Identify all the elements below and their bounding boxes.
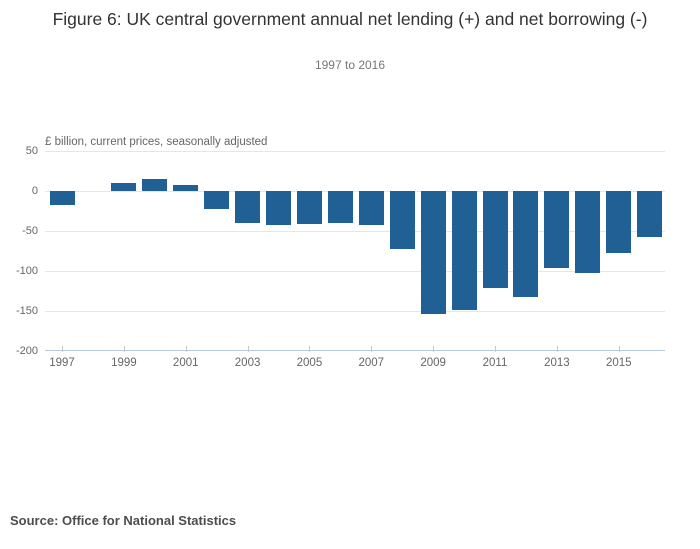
bar-2005 <box>296 191 322 224</box>
bar-2013 <box>544 191 570 268</box>
y-axis-label--100: -100 <box>15 265 38 277</box>
bar-2012 <box>513 191 539 297</box>
x-tick-2007 <box>371 346 373 352</box>
bar-2008 <box>389 191 415 249</box>
bar-2011 <box>482 191 508 288</box>
bar-2003 <box>235 191 261 223</box>
bar-2009 <box>420 191 446 315</box>
gridline--150 <box>45 311 665 312</box>
x-tick-1999 <box>123 346 125 352</box>
bar-2001 <box>173 185 199 191</box>
bar-2016 <box>637 191 663 237</box>
bar-2006 <box>327 191 353 223</box>
plot-area <box>45 151 665 351</box>
gridline-50 <box>45 151 665 152</box>
x-tick-2009 <box>433 346 435 352</box>
x-tick-2003 <box>247 346 249 352</box>
gridline--100 <box>45 271 665 272</box>
x-tick-2015 <box>618 346 620 352</box>
x-axis-label-2013: 2013 <box>544 357 570 369</box>
chart-subtitle: 1997 to 2016 <box>314 58 386 72</box>
bar-2014 <box>575 191 601 274</box>
x-tick-2013 <box>556 346 558 352</box>
bar-2002 <box>204 191 230 209</box>
bar-2015 <box>606 191 632 253</box>
x-tick-2005 <box>309 346 311 352</box>
x-axis-label-2005: 2005 <box>296 357 323 369</box>
bar-2000 <box>142 179 168 191</box>
bar-2007 <box>358 191 384 226</box>
gridline-0 <box>45 191 665 192</box>
bar-2004 <box>266 191 291 225</box>
source-note: Source: Office for National Statistics <box>10 513 237 528</box>
y-axis-label--50: -50 <box>22 225 38 237</box>
y-axis-unit-label: £ billion, current prices, seasonally ad… <box>45 136 268 148</box>
y-axis-label--150: -150 <box>15 305 38 317</box>
bar-1997 <box>49 191 75 206</box>
x-tick-2001 <box>185 346 187 352</box>
y-axis-label-50: 50 <box>25 145 38 157</box>
chart-title: Figure 6: UK central government annual n… <box>52 9 648 29</box>
y-axis-label-0: 0 <box>31 185 38 197</box>
bar-2010 <box>451 191 477 311</box>
x-axis-label-2009: 2009 <box>420 357 446 369</box>
x-axis-label-1999: 1999 <box>111 357 137 369</box>
x-axis-label-2015: 2015 <box>605 357 632 369</box>
y-axis-label--200: -200 <box>15 345 38 357</box>
x-tick-1997 <box>62 346 63 352</box>
gridline--50 <box>45 231 665 232</box>
x-axis-label-2011: 2011 <box>482 357 508 369</box>
x-axis-label-2001: 2001 <box>172 357 199 369</box>
x-tick-2011 <box>495 346 497 352</box>
x-axis-label-2003: 2003 <box>234 357 261 369</box>
x-axis-label-2007: 2007 <box>358 357 385 369</box>
x-axis-label-1997: 1997 <box>49 357 75 369</box>
bar-1999 <box>111 183 137 191</box>
